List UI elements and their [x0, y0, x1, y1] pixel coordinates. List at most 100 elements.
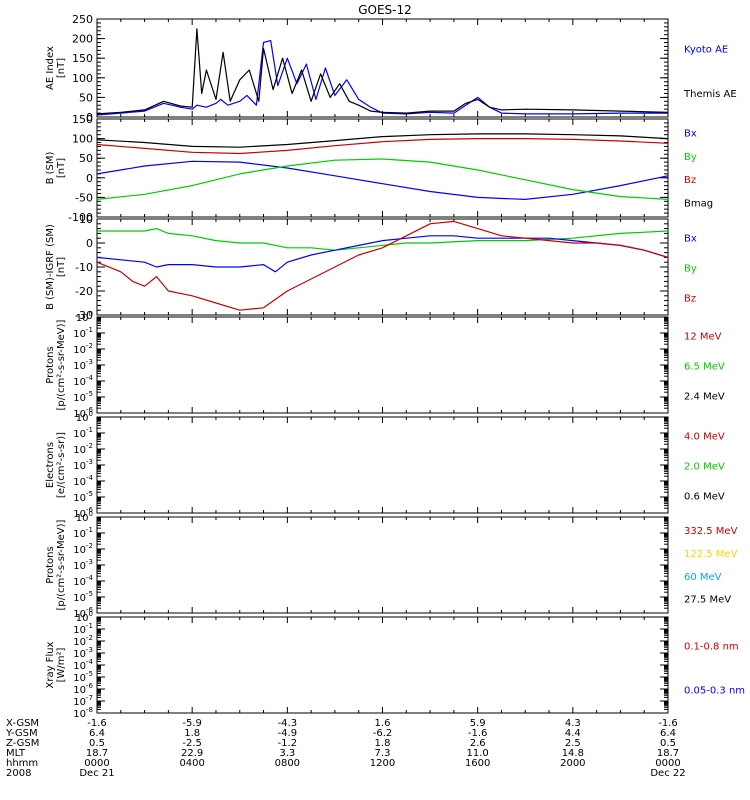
panel-b_igrf-ylabel: B (SM)-IGRF (SM): [45, 224, 56, 310]
axis-column-value: 2.5: [565, 738, 581, 749]
panel-ae-ytick-label: 250: [72, 13, 93, 26]
panel-b_sm-ytick-label: -100: [68, 211, 93, 224]
panel-b_igrf-ytick-label: 10: [79, 213, 93, 226]
panel-b_igrf-legend-entry: Bz: [684, 294, 696, 305]
axis-row-label: X-GSM: [6, 718, 39, 729]
axis-row-label: MLT: [6, 748, 26, 759]
axis-column-value: 1.8: [184, 728, 200, 739]
panel-b_igrf-ylabel: [nT]: [56, 257, 67, 277]
panel-b_igrf-ytick-label: -20: [75, 285, 93, 298]
axis-column-value: 6.4: [89, 728, 105, 739]
panel-electrons-ytick-label: 10-4: [73, 474, 93, 488]
panel-ae-ylabel: AE Index: [45, 46, 56, 90]
panel-ae-ylabel: [nT]: [56, 58, 67, 78]
panel-b_sm-legend-entry: Bz: [684, 175, 696, 186]
panel-protons2-ytick-label: 10-2: [73, 542, 93, 556]
series-bx: [96, 235, 669, 273]
panel-electrons-ytick-label: 10-5: [73, 490, 93, 504]
panel-electrons-legend-entry: 4.0 MeV: [684, 432, 725, 443]
panel-ae-ytick-label: 100: [72, 72, 93, 85]
axis-column-value: 0.5: [660, 738, 676, 749]
panel-protons1-ylabel: [p/(cm²-s-sr-MeV)]: [56, 319, 67, 410]
panel-electrons-legend-entry: 0.6 MeV: [684, 492, 725, 503]
axis-row-label: Y-GSM: [5, 728, 38, 739]
panel-ae-ytick-label: 150: [72, 52, 93, 65]
axis-column-value: 18.7: [86, 748, 108, 759]
panel-b_sm-legend-entry: Bx: [684, 129, 697, 140]
panel-protons1-legend-entry: 2.4 MeV: [684, 392, 725, 403]
panel-b_igrf-ytick-label: -30: [75, 309, 93, 322]
panel-electrons-ytick-label: 100: [76, 410, 93, 424]
panel-ae-ytick-label: 0: [86, 111, 93, 124]
series-kyoto-ae: [96, 39, 668, 116]
panel-protons2-legend-entry: 27.5 MeV: [684, 595, 731, 606]
series-bz: [96, 220, 669, 311]
panel-protons2-ytick-label: 10-5: [73, 590, 93, 604]
axis-column-value: 22.9: [181, 748, 203, 759]
panel-protons2-ytick-label: 100: [76, 510, 93, 524]
panel-b_igrf-legend-entry: Bx: [684, 234, 697, 245]
panel-electrons-ylabel: [e/(cm²-s-sr)]: [56, 432, 67, 498]
axis-column-value: -2.5: [182, 738, 202, 749]
panel-ae-ytick-label: 200: [72, 33, 93, 46]
panel-b_sm-ytick-label: 150: [72, 113, 93, 126]
axis-column-value: 4.4: [565, 728, 581, 739]
panel-protons1-ytick-label: 10-5: [73, 390, 93, 404]
axis-column-value: 2.6: [470, 738, 486, 749]
axis-column-value: 2000: [560, 758, 585, 769]
panel-protons2-frame: [96, 516, 669, 614]
panel-b_sm-ytick-label: 100: [72, 133, 93, 146]
panel-protons2-legend-entry: 122.5 MeV: [684, 549, 738, 560]
axis-column-value: 0800: [275, 758, 300, 769]
axis-column-value: 14.8: [562, 748, 584, 759]
panel-electrons-legend-entry: 2.0 MeV: [684, 462, 725, 473]
axis-column-value: Dec 22: [650, 768, 685, 779]
axis-column-value: 0000: [84, 758, 109, 769]
panel-b_igrf-legend-entry: By: [684, 264, 697, 275]
axis-column-value: 1.8: [375, 738, 391, 749]
panel-xray-legend-entry: 0.05-0.3 nm: [684, 685, 745, 696]
axis-column-value: 5.9: [470, 718, 486, 729]
axis-column-value: 18.7: [657, 748, 679, 759]
series-themis-ae: [96, 28, 669, 115]
panel-protons1-ytick-label: 10-2: [73, 342, 93, 356]
panel-b_sm-ytick-label: -50: [75, 191, 93, 204]
series-bz: [96, 138, 669, 155]
axis-row-label: hhmm: [6, 758, 38, 769]
panel-b_sm-ylabel: [nT]: [56, 158, 67, 178]
panel-b_sm-ytick-label: 0: [86, 172, 93, 185]
axis-column-value: -4.3: [278, 718, 298, 729]
axis-column-value: 6.4: [660, 728, 676, 739]
panel-protons1-ylabel: Protons: [45, 346, 56, 383]
axis-column-value: -6.2: [373, 728, 393, 739]
panel-protons1-frame: [96, 316, 669, 414]
panel-protons2-legend-entry: 60 MeV: [684, 572, 722, 583]
axis-column-value: 1.6: [375, 718, 391, 729]
axis-column-value: -1.6: [87, 718, 107, 729]
axis-column-value: 1200: [370, 758, 395, 769]
panel-ae-legend-entry: Themis AE: [683, 89, 737, 100]
panel-electrons-frame: [96, 416, 669, 514]
panel-protons1-legend-entry: 6.5 MeV: [684, 362, 725, 373]
axis-column-value: -5.9: [182, 718, 202, 729]
axis-column-value: 4.3: [565, 718, 581, 729]
panel-protons2-ylabel: Protons: [45, 546, 56, 583]
panel-ae-ytick-label: 50: [79, 91, 93, 104]
series-by: [96, 158, 669, 200]
panel-protons2-legend-entry: 332.5 MeV: [684, 526, 738, 537]
axis-column-value: 7.3: [375, 748, 391, 759]
panel-b_igrf-frame: [96, 218, 669, 316]
panel-protons2-ytick-label: 10-4: [73, 574, 93, 588]
axis-column-value: 1600: [465, 758, 490, 769]
axis-column-value: 11.0: [467, 748, 489, 759]
panel-electrons-ytick-label: 10-2: [73, 442, 93, 456]
panel-xray-ylabel: Xray Flux: [45, 641, 56, 688]
panel-protons1-legend-entry: 12 MeV: [684, 332, 722, 343]
axis-column-value: -1.2: [278, 738, 298, 749]
axis-column-value: -4.9: [278, 728, 298, 739]
axis-column-value: 0.5: [89, 738, 105, 749]
axis-row-label: Z-GSM: [6, 738, 39, 749]
panel-b_igrf-ytick-label: -10: [75, 261, 93, 274]
